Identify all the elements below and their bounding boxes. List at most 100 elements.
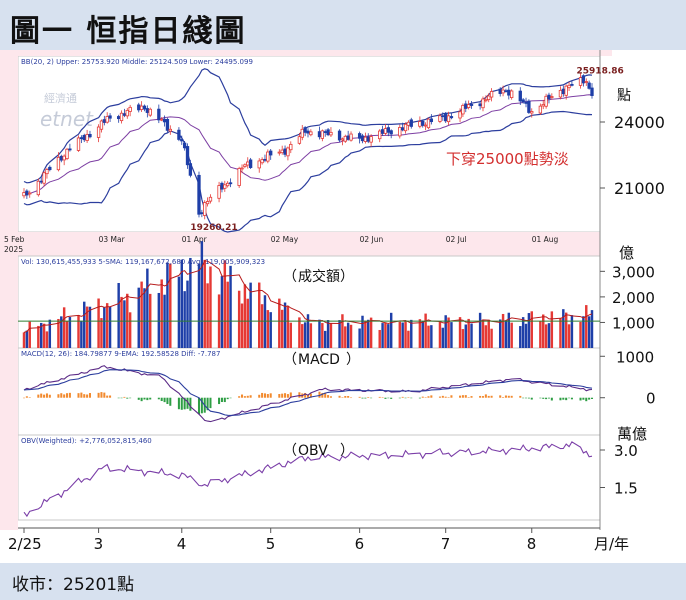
volume-tick-label: 1,000 [612, 314, 655, 332]
macd-hist-bar [223, 397, 226, 403]
macd-hist-bar [539, 397, 542, 399]
macd-hist-bar [146, 397, 149, 401]
volume-bar [447, 317, 450, 348]
macd-hist-bar [570, 397, 573, 400]
volume-bar [266, 310, 270, 348]
macd-hist-bar [347, 395, 350, 398]
candle-body [102, 119, 106, 123]
candle-body [260, 159, 264, 164]
paren-open: （ [283, 443, 297, 459]
date-strip-label: 02 May [271, 235, 299, 244]
volume-bar [62, 307, 66, 348]
candle-body [246, 161, 250, 166]
macd-hist-bar [367, 397, 370, 398]
macd-hist-bar [479, 395, 482, 398]
volume-bar [83, 301, 86, 348]
candle-body [39, 180, 43, 183]
macd-hist-bar [83, 394, 86, 398]
candle-body [188, 163, 193, 176]
volume-bar [444, 315, 447, 348]
paren-close: ） [340, 443, 354, 459]
candle-body [409, 119, 413, 127]
candle-body [248, 159, 253, 168]
x-tick-label: 6 [355, 535, 365, 553]
candle-body [366, 136, 370, 142]
macd-hist-bar [298, 392, 301, 398]
volume-bar [349, 324, 353, 348]
macd-hist-bar [241, 394, 244, 398]
volume-bar [344, 326, 347, 348]
candle-body [418, 121, 422, 127]
volume-bar [481, 319, 485, 348]
volume-bar [280, 309, 284, 348]
macd-hist-bar [381, 397, 384, 398]
volume-bar [197, 263, 201, 348]
volume-bar [286, 306, 290, 348]
macd-hist-bar [100, 392, 103, 398]
macd-hist-bar [57, 394, 60, 398]
candle-body [464, 103, 468, 109]
paren-close: ） [340, 269, 354, 285]
candle-body [406, 121, 411, 126]
volume-bar [39, 322, 43, 348]
volume-bar [45, 331, 49, 348]
macd-signal-line [23, 369, 593, 416]
macd-hist-bar [499, 395, 502, 398]
volume-bar [22, 332, 26, 348]
volume-bar [579, 321, 582, 348]
candle-body [108, 115, 112, 119]
volume-bar [398, 321, 402, 348]
candle-body [263, 158, 267, 161]
macd-hist-bar [504, 395, 507, 398]
macd-hist-bar [266, 394, 269, 398]
macd-hist-bar [166, 397, 169, 405]
volume-bar [564, 312, 568, 348]
macd-hist-bar [542, 397, 545, 399]
macd-hist-bar [344, 396, 347, 398]
candle-body [383, 128, 388, 134]
macd-hist-bar [579, 397, 582, 401]
candle-body [142, 105, 147, 110]
macd-hist-bar [341, 397, 344, 398]
candle-body [139, 105, 144, 110]
candle-body [289, 143, 293, 151]
candle-body [137, 104, 141, 111]
volume-bar [278, 298, 281, 348]
candle-body [56, 156, 61, 171]
candle-body [564, 85, 568, 96]
candle-body [59, 155, 63, 161]
candle-body [177, 129, 181, 140]
left-strip [0, 50, 18, 530]
bb-middle-line [23, 94, 593, 195]
volume-bar [346, 322, 350, 348]
date-strip-label: 01 Apr [182, 235, 208, 244]
candle-body [438, 115, 442, 122]
macd-hist-bar [106, 395, 109, 398]
macd-hist-bar [68, 392, 71, 398]
obv-tick-label: 3.0 [614, 442, 638, 460]
x-tick-label: 2/25 [8, 535, 42, 553]
volume-bar [186, 280, 189, 348]
volume-bar [450, 322, 453, 348]
volume-bar [367, 319, 370, 348]
volume-bar [530, 311, 533, 348]
macd-hist-bar [86, 394, 89, 398]
date-strip-label: 5 Feb [4, 235, 25, 244]
candle-body [76, 137, 81, 151]
volume-bar [88, 306, 92, 348]
candle-body [337, 130, 342, 141]
macd-hist-bar [525, 397, 528, 399]
macd-hist-bar [547, 397, 550, 399]
candle-body [441, 115, 445, 118]
candle-body [280, 149, 284, 154]
volume-bar [562, 309, 565, 348]
volume-bar [389, 312, 393, 348]
volume-bar [501, 313, 505, 348]
volume-unit-label: 億 [619, 244, 634, 262]
volume-bar [283, 302, 287, 348]
macd-hist-bar [180, 397, 183, 410]
macd-hist-bar [327, 395, 330, 398]
macd-hist-bar [126, 397, 129, 399]
macd-hist-bar [45, 393, 48, 398]
macd-hist-bar [438, 396, 441, 398]
